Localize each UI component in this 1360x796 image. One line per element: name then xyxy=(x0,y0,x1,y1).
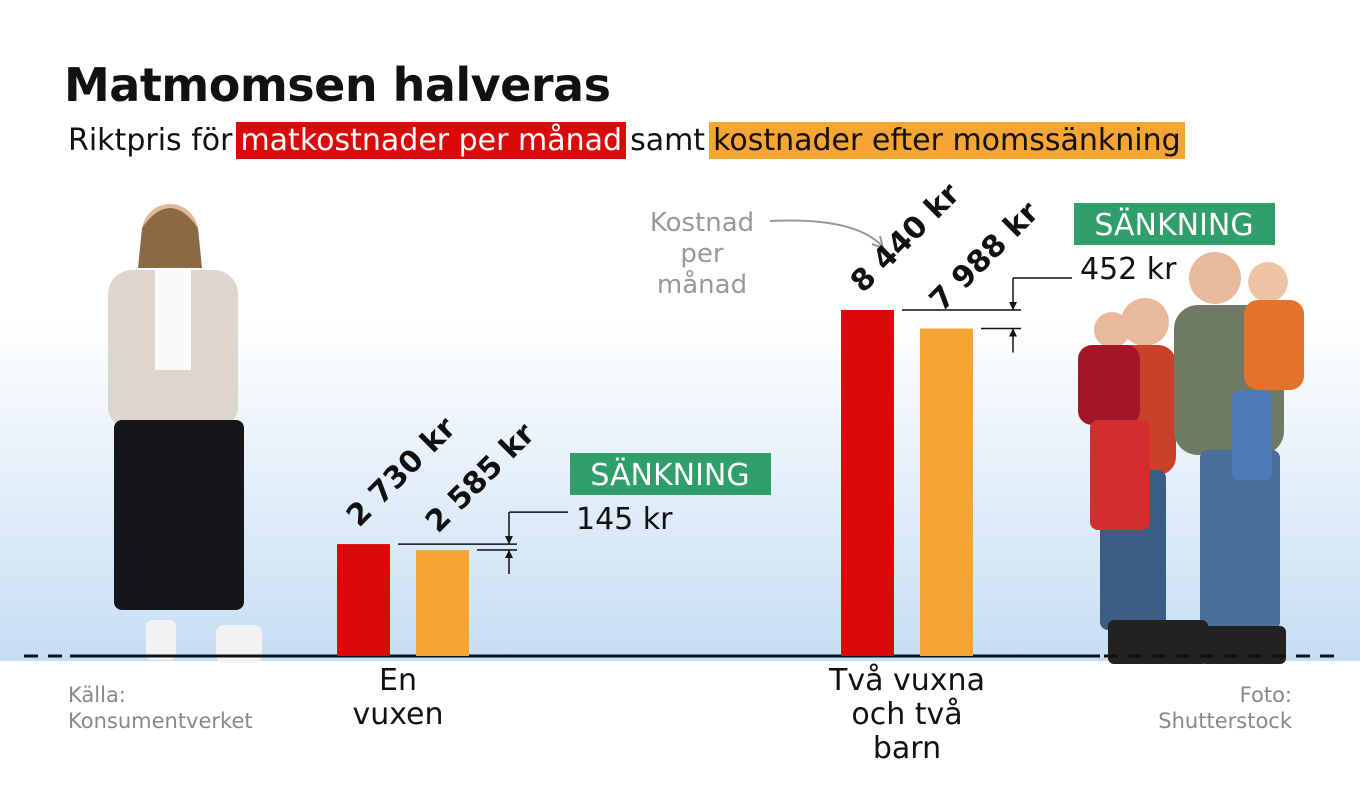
annotation-arrow xyxy=(769,219,883,247)
reduction-arrowhead xyxy=(1009,302,1017,310)
bar xyxy=(337,544,390,656)
subtitle-text: samt xyxy=(630,123,706,158)
reduction-label: SÄNKNING xyxy=(590,457,749,493)
legend-entry: matkostnader per månad xyxy=(236,122,627,159)
bar xyxy=(416,550,469,656)
reduction-badge xyxy=(570,453,771,495)
photo-family xyxy=(1078,252,1304,664)
reduction-arrowhead xyxy=(505,536,513,545)
reduction-value: 452 kr xyxy=(1080,252,1177,287)
annotation: Kostnad per månad xyxy=(649,208,755,300)
subtitle-text: Riktpris för xyxy=(68,123,233,158)
reduction-value: 145 kr xyxy=(576,502,673,537)
x-tick-label: En vuxen xyxy=(352,663,444,732)
legend-entry: kostnader efter momssänkning xyxy=(709,122,1185,159)
reduction-arrowhead xyxy=(505,550,513,559)
reduction-arrowhead xyxy=(1009,328,1017,337)
annotation-arrowhead xyxy=(871,235,885,250)
photo-woman xyxy=(108,204,262,663)
bar xyxy=(841,310,894,656)
reduction-marker xyxy=(398,511,568,575)
subtitle: Riktpris för matkostnader per månad samt ko… xyxy=(64,122,1185,159)
source: Källa: Konsumentverket xyxy=(68,683,253,733)
reduction-label: SÄNKNING xyxy=(1094,207,1253,243)
credit: Foto: Shutterstock xyxy=(1158,683,1292,733)
title: Matmomsen halveras xyxy=(64,58,611,112)
bar xyxy=(920,328,973,656)
reduction-badge xyxy=(1074,203,1275,245)
reduction-marker xyxy=(902,277,1072,353)
x-tick-label: Två vuxna och två barn xyxy=(829,663,985,766)
